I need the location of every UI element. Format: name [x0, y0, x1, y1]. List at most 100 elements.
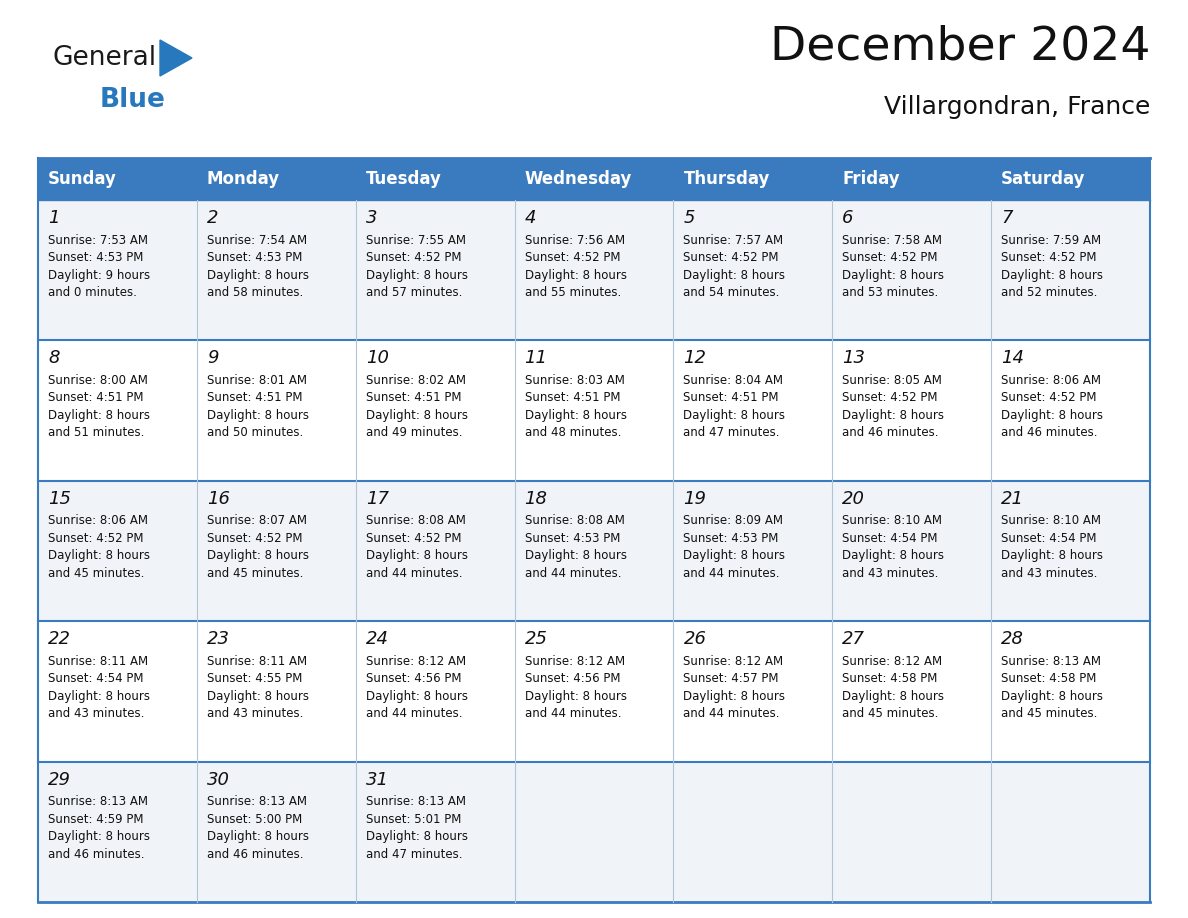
- Text: and 43 minutes.: and 43 minutes.: [207, 707, 303, 721]
- Text: Sunset: 4:52 PM: Sunset: 4:52 PM: [842, 391, 937, 405]
- Text: and 43 minutes.: and 43 minutes.: [48, 707, 145, 721]
- Text: Sunrise: 8:13 AM: Sunrise: 8:13 AM: [366, 795, 466, 808]
- Text: Tuesday: Tuesday: [366, 170, 442, 188]
- Text: Daylight: 8 hours: Daylight: 8 hours: [683, 268, 785, 282]
- Bar: [514, 762, 674, 902]
- Bar: [991, 158, 1150, 200]
- Text: 1: 1: [48, 209, 59, 227]
- Text: Daylight: 8 hours: Daylight: 8 hours: [207, 268, 309, 282]
- Text: 3: 3: [366, 209, 378, 227]
- Polygon shape: [160, 40, 192, 76]
- Text: Sunrise: 8:00 AM: Sunrise: 8:00 AM: [48, 374, 147, 386]
- Text: Sunrise: 8:06 AM: Sunrise: 8:06 AM: [1001, 374, 1101, 386]
- Text: Sunrise: 7:58 AM: Sunrise: 7:58 AM: [842, 233, 942, 247]
- Text: Sunset: 5:00 PM: Sunset: 5:00 PM: [207, 812, 302, 825]
- Text: and 44 minutes.: and 44 minutes.: [366, 566, 462, 580]
- Bar: [355, 762, 514, 902]
- Text: Blue: Blue: [100, 87, 166, 113]
- Bar: [38, 158, 197, 200]
- Bar: [197, 621, 355, 762]
- Text: Sunset: 4:52 PM: Sunset: 4:52 PM: [683, 251, 779, 264]
- Text: Sunset: 4:54 PM: Sunset: 4:54 PM: [1001, 532, 1097, 544]
- Text: Daylight: 8 hours: Daylight: 8 hours: [207, 689, 309, 702]
- Text: and 47 minutes.: and 47 minutes.: [683, 426, 781, 440]
- Bar: [355, 481, 514, 621]
- Bar: [833, 481, 991, 621]
- Text: Sunset: 4:51 PM: Sunset: 4:51 PM: [525, 391, 620, 405]
- Text: 5: 5: [683, 209, 695, 227]
- Text: and 44 minutes.: and 44 minutes.: [683, 566, 781, 580]
- Text: Daylight: 8 hours: Daylight: 8 hours: [842, 549, 944, 563]
- Text: 24: 24: [366, 630, 388, 648]
- Text: December 2024: December 2024: [770, 25, 1150, 70]
- Text: 2: 2: [207, 209, 219, 227]
- Text: and 50 minutes.: and 50 minutes.: [207, 426, 303, 440]
- Text: Sunset: 4:53 PM: Sunset: 4:53 PM: [48, 251, 144, 264]
- Bar: [514, 341, 674, 481]
- Text: Daylight: 8 hours: Daylight: 8 hours: [842, 409, 944, 422]
- Text: Daylight: 8 hours: Daylight: 8 hours: [1001, 409, 1104, 422]
- Text: 31: 31: [366, 770, 388, 789]
- Text: and 53 minutes.: and 53 minutes.: [842, 286, 939, 299]
- Bar: [197, 762, 355, 902]
- Text: Sunrise: 8:04 AM: Sunrise: 8:04 AM: [683, 374, 783, 386]
- Bar: [38, 341, 197, 481]
- Bar: [514, 200, 674, 341]
- Text: Sunset: 4:57 PM: Sunset: 4:57 PM: [683, 672, 779, 685]
- Text: Daylight: 8 hours: Daylight: 8 hours: [366, 268, 468, 282]
- Text: Daylight: 8 hours: Daylight: 8 hours: [1001, 689, 1104, 702]
- Text: Sunset: 4:52 PM: Sunset: 4:52 PM: [366, 251, 461, 264]
- Text: Sunset: 4:52 PM: Sunset: 4:52 PM: [1001, 391, 1097, 405]
- Text: Daylight: 8 hours: Daylight: 8 hours: [1001, 549, 1104, 563]
- Text: Sunrise: 8:11 AM: Sunrise: 8:11 AM: [207, 655, 307, 667]
- Text: Daylight: 8 hours: Daylight: 8 hours: [525, 268, 626, 282]
- Text: Sunset: 4:52 PM: Sunset: 4:52 PM: [1001, 251, 1097, 264]
- Text: Sunrise: 8:10 AM: Sunrise: 8:10 AM: [842, 514, 942, 527]
- Text: Sunrise: 7:54 AM: Sunrise: 7:54 AM: [207, 233, 307, 247]
- Bar: [197, 200, 355, 341]
- Text: Sunset: 4:52 PM: Sunset: 4:52 PM: [207, 532, 303, 544]
- Text: 15: 15: [48, 490, 71, 508]
- Text: Daylight: 8 hours: Daylight: 8 hours: [207, 409, 309, 422]
- Text: 6: 6: [842, 209, 854, 227]
- Text: Sunset: 4:52 PM: Sunset: 4:52 PM: [525, 251, 620, 264]
- Bar: [833, 341, 991, 481]
- Text: 19: 19: [683, 490, 707, 508]
- Text: Friday: Friday: [842, 170, 901, 188]
- Text: Sunrise: 8:12 AM: Sunrise: 8:12 AM: [683, 655, 784, 667]
- Text: 30: 30: [207, 770, 229, 789]
- Text: Thursday: Thursday: [683, 170, 770, 188]
- Text: and 48 minutes.: and 48 minutes.: [525, 426, 621, 440]
- Text: 21: 21: [1001, 490, 1024, 508]
- Text: Villargondran, France: Villargondran, France: [884, 95, 1150, 119]
- Text: Daylight: 8 hours: Daylight: 8 hours: [207, 830, 309, 843]
- Text: Sunrise: 8:10 AM: Sunrise: 8:10 AM: [1001, 514, 1101, 527]
- Text: and 44 minutes.: and 44 minutes.: [366, 707, 462, 721]
- Text: Daylight: 8 hours: Daylight: 8 hours: [683, 549, 785, 563]
- Text: Sunset: 4:59 PM: Sunset: 4:59 PM: [48, 812, 144, 825]
- Text: Sunrise: 7:59 AM: Sunrise: 7:59 AM: [1001, 233, 1101, 247]
- Text: and 46 minutes.: and 46 minutes.: [842, 426, 939, 440]
- Text: Daylight: 8 hours: Daylight: 8 hours: [525, 689, 626, 702]
- Bar: [514, 158, 674, 200]
- Text: Sunset: 4:53 PM: Sunset: 4:53 PM: [207, 251, 302, 264]
- Text: Sunrise: 8:02 AM: Sunrise: 8:02 AM: [366, 374, 466, 386]
- Text: and 43 minutes.: and 43 minutes.: [842, 566, 939, 580]
- Text: and 57 minutes.: and 57 minutes.: [366, 286, 462, 299]
- Text: and 45 minutes.: and 45 minutes.: [48, 566, 145, 580]
- Text: Monday: Monday: [207, 170, 280, 188]
- Bar: [674, 200, 833, 341]
- Text: Daylight: 8 hours: Daylight: 8 hours: [366, 830, 468, 843]
- Bar: [197, 481, 355, 621]
- Text: Daylight: 8 hours: Daylight: 8 hours: [1001, 268, 1104, 282]
- Text: Daylight: 8 hours: Daylight: 8 hours: [366, 549, 468, 563]
- Bar: [38, 200, 197, 341]
- Text: Daylight: 8 hours: Daylight: 8 hours: [48, 409, 150, 422]
- Text: Sunrise: 8:07 AM: Sunrise: 8:07 AM: [207, 514, 307, 527]
- Text: Sunset: 4:58 PM: Sunset: 4:58 PM: [1001, 672, 1097, 685]
- Text: and 45 minutes.: and 45 minutes.: [207, 566, 303, 580]
- Bar: [991, 762, 1150, 902]
- Text: Sunrise: 8:13 AM: Sunrise: 8:13 AM: [207, 795, 307, 808]
- Text: 20: 20: [842, 490, 865, 508]
- Text: 26: 26: [683, 630, 707, 648]
